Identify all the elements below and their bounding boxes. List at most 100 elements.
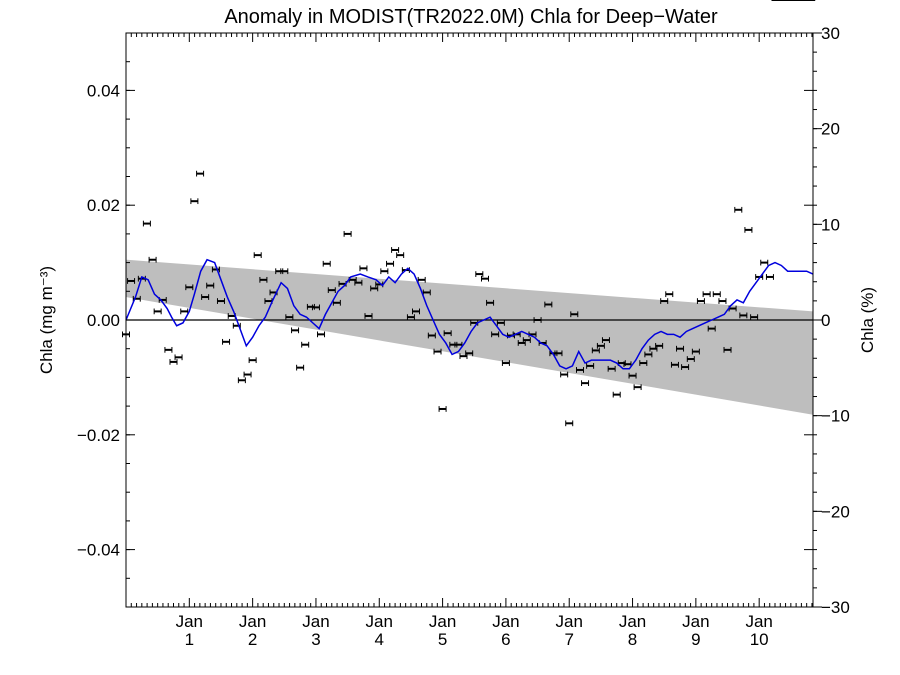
data-point xyxy=(665,291,674,298)
data-point xyxy=(475,271,484,277)
smooth-line xyxy=(125,258,814,370)
data-point xyxy=(153,308,162,315)
data-point xyxy=(718,298,727,304)
trend-band xyxy=(126,259,813,415)
data-point xyxy=(148,256,157,263)
data-point xyxy=(391,247,400,253)
x-tick-label-month: Jan xyxy=(556,612,583,631)
y-tick-label-right: −20 xyxy=(821,502,850,521)
data-point xyxy=(301,341,310,348)
data-point xyxy=(433,348,442,355)
data-point xyxy=(723,346,732,353)
data-point xyxy=(438,406,447,412)
data-point xyxy=(570,311,579,318)
data-point xyxy=(237,377,246,384)
data-point xyxy=(317,331,326,338)
data-point xyxy=(343,231,352,237)
data-point xyxy=(644,351,653,358)
x-tick-label-year: 9 xyxy=(691,630,700,649)
data-point xyxy=(380,268,389,275)
x-tick-label-year: 10 xyxy=(750,630,769,649)
data-point xyxy=(386,260,395,267)
data-point xyxy=(681,364,690,370)
data-point xyxy=(443,330,452,337)
x-tick-label-year: 6 xyxy=(501,630,510,649)
data-point xyxy=(712,291,721,298)
data-point xyxy=(633,384,642,391)
data-point xyxy=(601,337,610,343)
data-point xyxy=(560,371,569,378)
y-tick-label-right: 30 xyxy=(821,24,840,43)
data-point xyxy=(190,198,199,205)
data-point xyxy=(396,252,405,259)
data-point xyxy=(596,342,605,349)
x-tick-label-year: 5 xyxy=(438,630,447,649)
x-tick-label-year: 2 xyxy=(248,630,257,649)
data-point xyxy=(364,313,373,319)
x-tick-label-month: Jan xyxy=(682,612,709,631)
data-point xyxy=(327,287,336,294)
data-point xyxy=(354,279,363,286)
data-point xyxy=(222,338,231,345)
data-point xyxy=(370,285,379,292)
data-point xyxy=(581,380,590,387)
data-point xyxy=(481,275,490,282)
data-point xyxy=(734,206,743,213)
data-point xyxy=(660,298,669,304)
data-point xyxy=(607,365,616,372)
data-point xyxy=(676,345,685,352)
data-point xyxy=(411,308,420,315)
data-point xyxy=(496,320,505,326)
x-tick-label-month: Jan xyxy=(176,612,203,631)
data-point xyxy=(486,299,495,306)
data-point xyxy=(248,357,257,364)
data-point xyxy=(765,274,774,280)
y-axis-title-right: Chla (%) xyxy=(858,287,877,353)
data-point xyxy=(522,337,531,343)
data-point xyxy=(142,220,151,227)
axes: −0.04 −0.02 0.00 0.02 0.04 −30 −20 −10 0 10 20 30 Ja… xyxy=(77,24,850,649)
monthly-points xyxy=(122,0,816,427)
x-tick-label-year: 8 xyxy=(628,630,637,649)
y-axis-title-left: Chla (mg m⁻³) xyxy=(37,266,56,374)
data-point xyxy=(591,347,600,354)
data-point xyxy=(185,284,194,291)
x-tick-label-month: Jan xyxy=(492,612,519,631)
y-tick-label-right: 0 xyxy=(821,311,830,330)
y-tick-label-left: −0.02 xyxy=(77,426,120,445)
data-point xyxy=(196,170,205,177)
chart-title: Anomaly in MODIST(TR2022.0M) Chla for De… xyxy=(224,6,718,28)
data-point xyxy=(127,278,136,284)
data-point xyxy=(174,354,183,361)
y-tick-label-left: 0.00 xyxy=(87,311,120,330)
data-point xyxy=(211,266,220,273)
data-point xyxy=(612,391,621,398)
x-tick-label-year: 1 xyxy=(185,630,194,649)
x-tick-label-month: Jan xyxy=(239,612,266,631)
data-point xyxy=(586,363,595,369)
data-point xyxy=(686,356,695,362)
x-tick-label-month: Jan xyxy=(745,612,772,631)
data-point xyxy=(501,360,510,366)
data-point xyxy=(253,252,262,259)
data-point xyxy=(285,314,294,320)
data-point xyxy=(206,282,215,289)
data-point xyxy=(760,259,769,266)
data-point xyxy=(280,268,289,275)
data-point xyxy=(691,348,700,355)
data-point xyxy=(533,317,542,323)
data-point xyxy=(322,260,331,267)
y-tick-label-right: −30 xyxy=(821,598,850,617)
y-tick-label-left: −0.04 xyxy=(77,541,120,560)
x-tick-label-month: Jan xyxy=(366,612,393,631)
data-point xyxy=(465,350,474,357)
x-tick-label-year: 4 xyxy=(375,630,384,649)
x-tick-label-year: 7 xyxy=(564,630,573,649)
y-tick-label-right: 20 xyxy=(821,120,840,139)
data-point xyxy=(739,312,748,319)
data-point xyxy=(164,346,173,353)
x-tick-label-month: Jan xyxy=(619,612,646,631)
x-tick-label-month: Jan xyxy=(429,612,456,631)
data-point xyxy=(291,327,300,334)
